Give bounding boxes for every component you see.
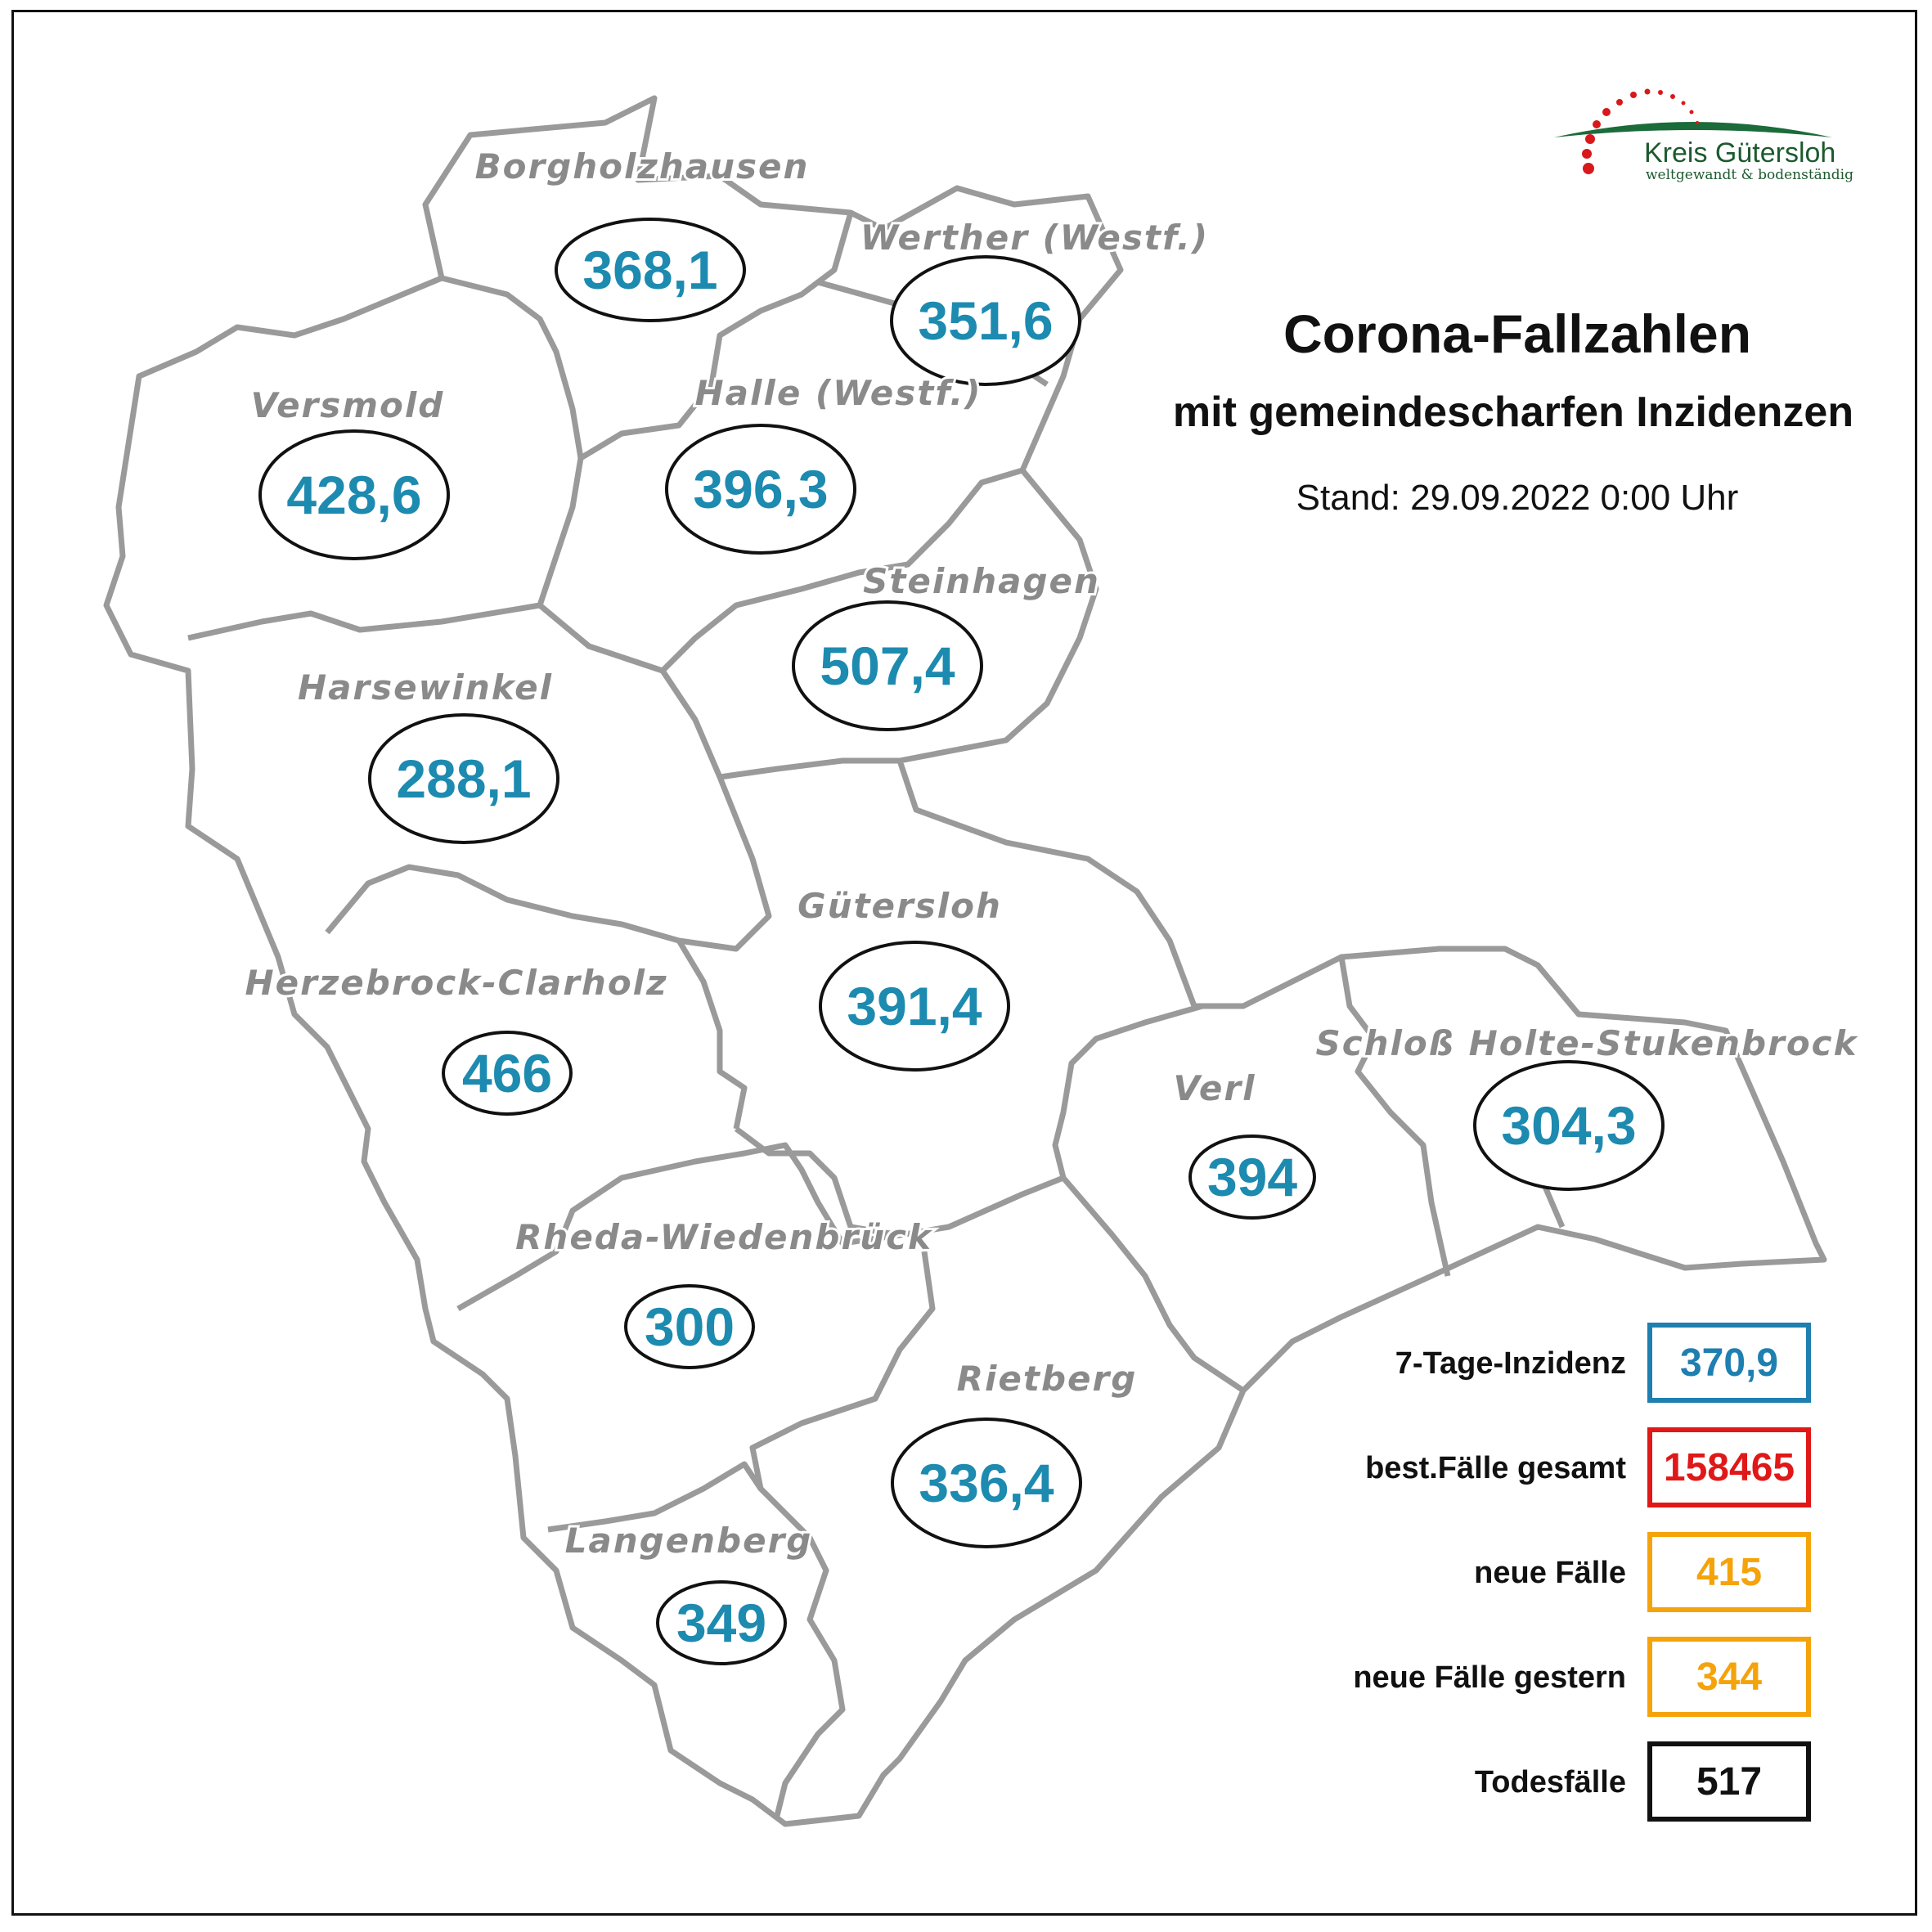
incidence-value: 368,1 [582,240,717,300]
municipality-name: Herzebrock-Clarholz [245,963,667,1003]
logo-graphic [1554,88,1832,174]
incidence-value: 507,4 [820,636,955,696]
border-borgholzhausen-halle [579,212,854,461]
municipality-name: Borgholzhausen [475,146,810,186]
incidence-value: 394 [1207,1147,1297,1207]
municipality-name: Halle (Westf.) [695,373,982,413]
stat-value-incidence: 370,9 [1647,1323,1811,1403]
border-versmold-halle [537,457,584,607]
border-guetersloh-verl [1052,1003,1203,1179]
incidence-value: 288,1 [396,748,531,809]
stat-value-new-yesterday: 344 [1647,1637,1811,1717]
incidence-ellipse [819,941,1010,1072]
outer-frame [11,10,1917,1916]
municipality-name: Schloß Holte-Stukenbrock [1315,1023,1858,1063]
municipality-rietberg: 336,4 Rietberg [891,1356,1138,1548]
incidence-value: 300 [645,1296,735,1357]
border-halle-steinhagen [537,467,1024,674]
border-herzebrock-rheda [456,1142,901,1312]
municipality-name: Steinhagen [863,561,1100,601]
stat-label-new-yesterday: neue Fälle gestern [1353,1660,1626,1695]
page-title: Corona-Fallzahlen [1283,303,1752,364]
stat-label-incidence: 7-Tage-Inzidenz [1395,1346,1626,1381]
stat-label-new: neue Fälle [1474,1556,1626,1590]
incidence-ellipse [891,1418,1082,1548]
municipality-langenberg: 349 Langenberg [563,1518,813,1665]
stat-value-deaths: 517 [1647,1741,1811,1822]
municipality-name: Verl [1173,1068,1256,1108]
incidence-ellipse [258,429,450,560]
incidence-ellipse [665,424,856,555]
border-verl-shs [1338,956,1451,1277]
logo-name: Kreis Gütersloh [1644,137,1836,168]
page-subtitle: mit gemeindescharfen Inzidenzen [1172,389,1854,436]
municipality-werther-westf: 351,6 Werther (Westf.) [858,215,1210,386]
stat-value-new: 415 [1647,1532,1811,1612]
municipality-layer: 368,1 Borgholzhausen 351,6 Werther (Westf.)… [242,144,1860,1665]
stat-label-deaths: Todesfälle [1474,1765,1626,1799]
incidence-value: 336,4 [919,1453,1054,1513]
incidence-ellipse [1188,1134,1316,1220]
border-rheda-langenberg [547,1461,763,1533]
municipality-herzebrock-clarholz: 466 Herzebrock-Clarholz [242,960,669,1116]
incidence-ellipse [368,713,559,844]
municipality-name: Rietberg [957,1359,1138,1399]
border-herzebrock-guetersloh [676,939,748,1130]
municipality-halle-westf: 396,3 Halle (Westf.) [665,371,982,555]
municipality-borgholzhausen: 368,1 Borgholzhausen [473,144,810,322]
border-guetersloh-rheda [734,1126,1065,1238]
border-borgholzhausen-versmold [441,275,584,459]
border-versmold-harsewinkel [187,602,541,641]
municipality-rheda-wiedenbr-ck: 300 Rheda-Wiedenbrück [513,1215,934,1369]
incidence-ellipse [656,1580,787,1665]
municipality-steinhagen: 507,4 Steinhagen [792,559,1101,731]
stat-label-total: best.Fälle gesamt [1365,1451,1626,1485]
incidence-value: 304,3 [1501,1095,1636,1156]
municipality-name: Gütersloh [798,886,1002,926]
border-harsewinkel-guetersloh [678,775,772,952]
incidence-value: 349 [676,1593,766,1653]
incidence-value: 396,3 [693,459,828,519]
municipality-g-tersloh: 391,4 Gütersloh [795,883,1010,1072]
incidence-value: 391,4 [847,976,982,1036]
kreis-guetersloh-logo: Kreis Gütersloh weltgewandt & bodenständ… [1546,65,1853,196]
municipality-harsewinkel: 288,1 Harsewinkel [295,665,559,844]
incidence-ellipse [792,600,983,731]
border-rheda-rietberg [749,1251,936,1817]
logo-tagline: weltgewandt & bodenständig [1646,167,1853,183]
incidence-value: 428,6 [286,465,421,525]
border-harsewinkel-herzebrock [325,864,680,944]
municipality-name: Versmold [251,385,445,425]
border-harsewinkel-steinhagen [660,669,900,780]
stat-value-total: 158465 [1647,1427,1811,1507]
municipality-name: Werther (Westf.) [860,218,1209,258]
incidence-value: 351,6 [918,290,1053,351]
incidence-ellipse [890,255,1081,386]
municipality-name: Harsewinkel [298,667,553,708]
incidence-ellipse [555,218,746,322]
municipality-verl: 394 Verl [1170,1066,1316,1220]
incidence-ellipse [1473,1060,1665,1191]
incidence-ellipse [442,1031,573,1116]
municipality-versmold: 428,6 Versmold [249,383,450,560]
municipality-name: Langenberg [565,1521,813,1561]
incidence-ellipse [624,1284,755,1369]
municipality-name: Rheda-Wiedenbrück [515,1217,933,1257]
data-timestamp: Stand: 29.09.2022 0:00 Uhr [1296,478,1739,518]
border-verl-rietberg [1061,1175,1245,1393]
municipality-schlo-holte-stukenbrock: 304,3 Schloß Holte-Stukenbrock [1313,1021,1860,1191]
incidence-value: 466 [462,1043,552,1103]
